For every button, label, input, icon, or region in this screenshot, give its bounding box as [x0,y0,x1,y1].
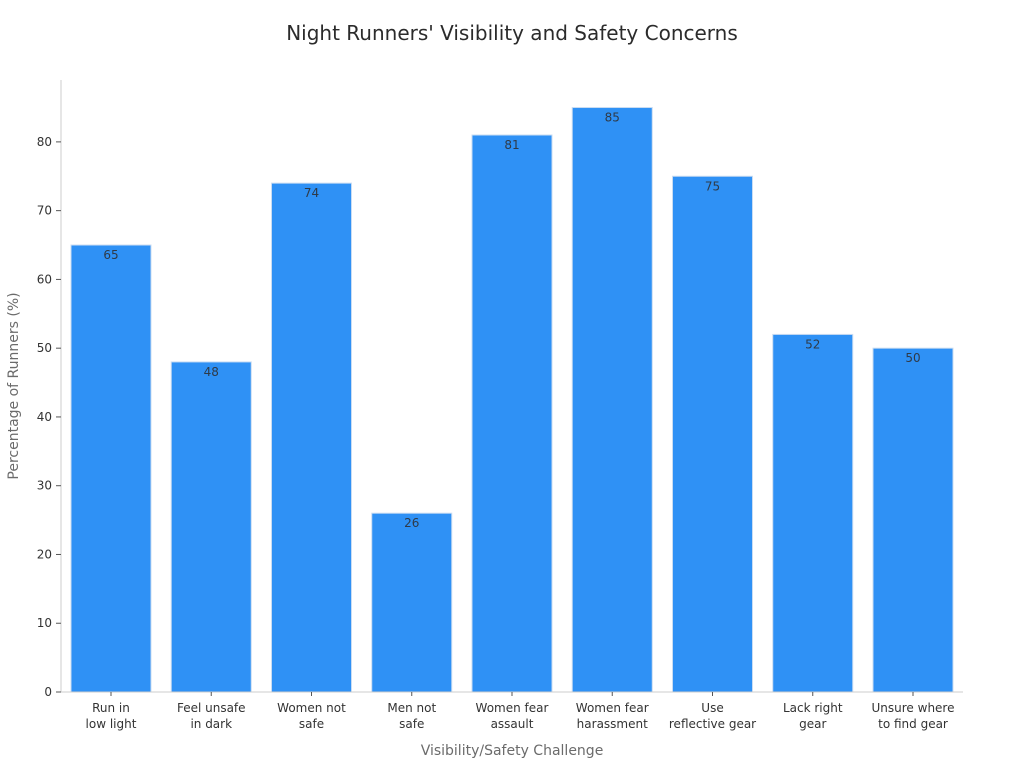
x-tick-label: Use reflective gear [669,701,756,731]
bar [371,512,453,693]
bar [672,175,753,693]
x-tick-label-line: Lack right [783,701,843,715]
bar-value-label: 75 [705,179,720,193]
x-tick-label-line: low light [86,717,137,731]
bar [872,347,954,693]
bar-value-label: 74 [304,186,319,200]
y-tick-label: 70 [37,204,52,218]
x-axis-ticks: Run in low light Feel unsafe in dark Women n… [86,692,955,731]
x-tick-label-line: harassment [577,717,648,731]
x-tick-label-line: to find gear [878,717,948,731]
x-tick-label: Lack right gear [783,701,843,731]
y-tick-label: 10 [37,616,52,630]
y-tick-label: 80 [37,135,52,149]
x-tick-label: Feel unsafe in dark [177,701,246,731]
bar-value-label: 81 [504,138,519,152]
chart-title: Night Runners' Visibility and Safety Con… [286,21,738,45]
x-tick-label-line: safe [299,717,324,731]
bar [471,134,553,693]
x-tick-label-line: Women fear [576,701,649,715]
bar-value-label: 48 [204,365,219,379]
x-tick-label-line: safe [399,717,424,731]
bar [70,244,152,693]
bar [571,107,653,693]
y-tick-label: 30 [37,479,52,493]
bar [170,361,252,693]
x-axis-label: Visibility/Safety Challenge [421,743,604,759]
x-tick-label: Women fear harassment [576,701,649,731]
x-tick-label: Unsure where to find gear [872,701,955,731]
x-tick-label-line: Feel unsafe [177,701,246,715]
x-tick-label: Women not safe [277,701,346,731]
bar-value-label: 85 [605,111,620,125]
x-tick-label-line: in dark [190,717,232,731]
bar-value-label: 65 [103,248,118,262]
x-tick-label: Run in low light [86,701,137,731]
x-tick-label-line: Unsure where [872,701,955,715]
y-tick-label: 40 [37,410,52,424]
x-tick-label-line: assault [491,717,534,731]
y-tick-label: 0 [44,685,52,699]
x-tick-label-line: Men not [387,701,436,715]
x-tick-label-line: reflective gear [669,717,756,731]
x-tick-label-line: Run in [92,701,130,715]
y-axis-ticks: 0 10 20 30 40 50 60 70 80 [37,135,61,699]
y-axis-label: Percentage of Runners (%) [6,292,22,479]
x-tick-label-line: Women fear [476,701,549,715]
y-tick-label: 60 [37,272,52,286]
x-tick-label-line: gear [799,717,826,731]
bar-value-label: 26 [404,516,419,530]
data-labels-layer: 65 48 74 26 81 85 75 52 50 [103,111,920,531]
x-tick-label: Men not safe [387,701,436,731]
x-tick-label-line: Women not [277,701,346,715]
bar-value-label: 52 [805,337,820,351]
bars-layer [70,107,954,693]
bar-value-label: 50 [905,351,920,365]
bar [271,182,352,693]
x-tick-label: Women fear assault [476,701,549,731]
y-tick-label: 20 [37,547,52,561]
y-tick-label: 50 [37,341,52,355]
x-tick-label-line: Use [701,701,723,715]
bar [772,333,854,693]
